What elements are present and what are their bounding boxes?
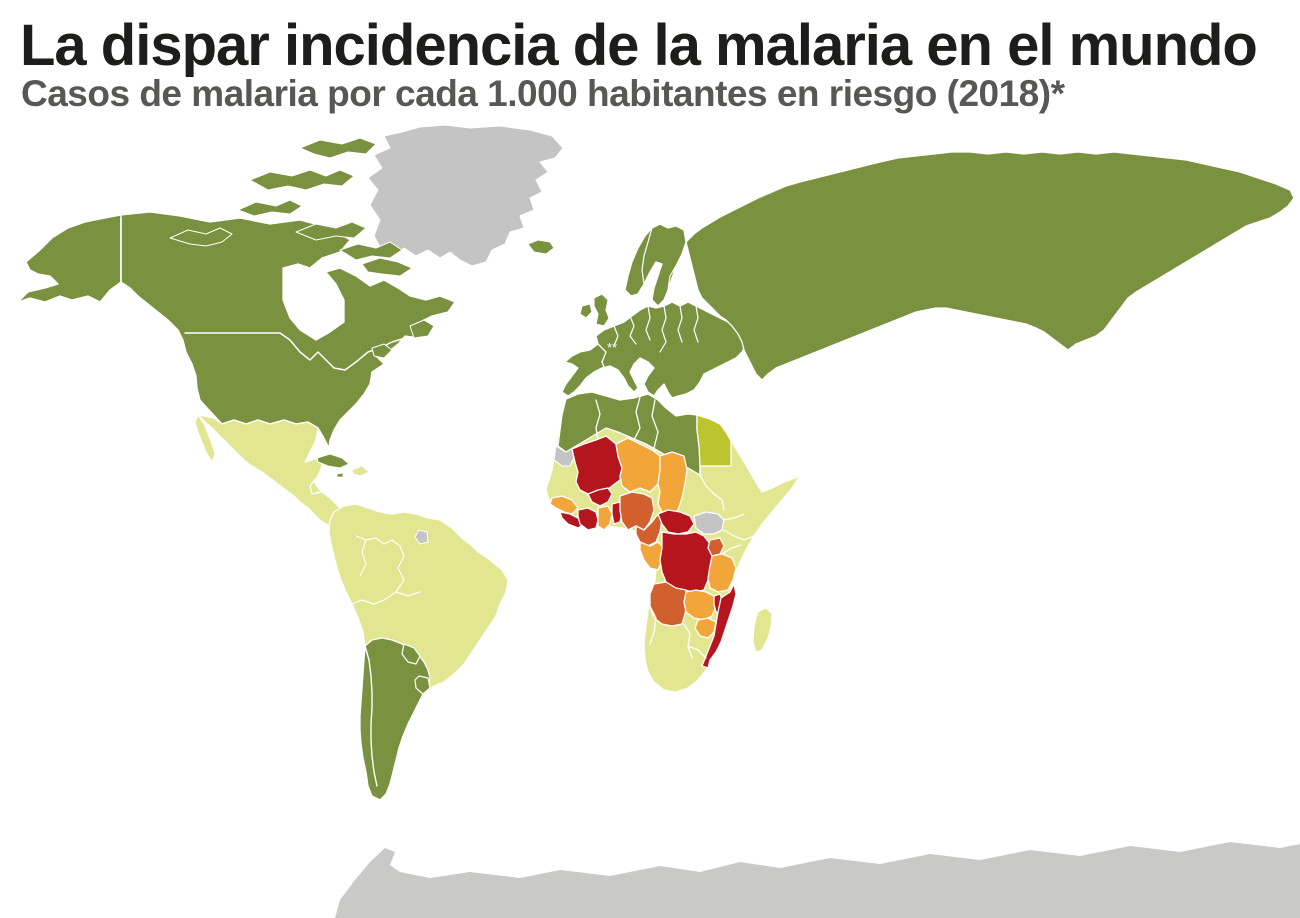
svg-text:**: **: [607, 340, 617, 355]
